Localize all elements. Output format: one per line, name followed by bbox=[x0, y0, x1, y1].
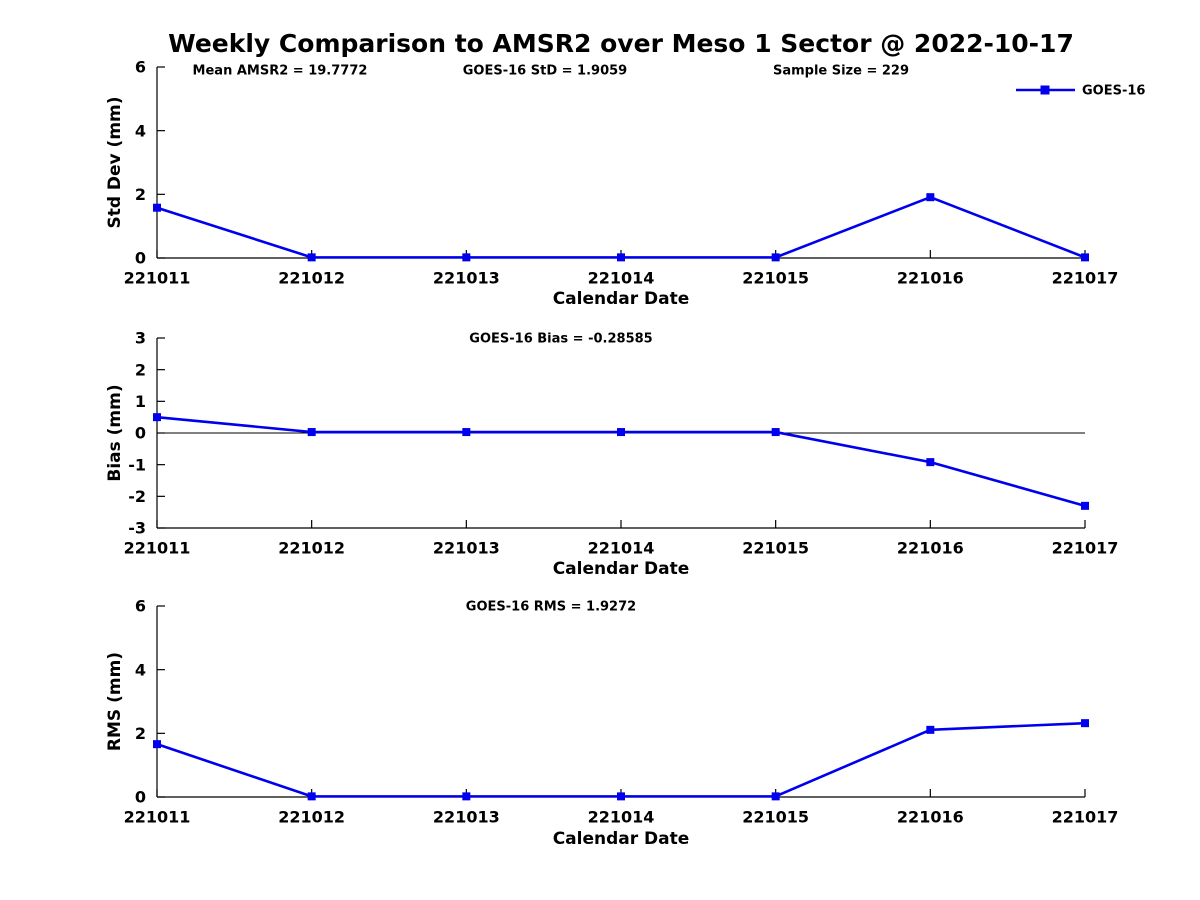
rms-marker-221017 bbox=[1081, 719, 1089, 728]
bias-marker-221012 bbox=[307, 428, 316, 437]
bias-y-tick-label: -2 bbox=[128, 487, 146, 506]
std-dev-x-axis-label: Calendar Date bbox=[553, 289, 690, 309]
rms-x-tick-label: 221012 bbox=[278, 808, 345, 827]
std-dev-x-tick-label: 221011 bbox=[124, 269, 191, 288]
bias-x-tick-label: 221015 bbox=[742, 539, 809, 558]
figure-title: Weekly Comparison to AMSR2 over Meso 1 S… bbox=[168, 29, 1074, 58]
std-dev-marker-221015 bbox=[771, 253, 780, 262]
bias-y-tick-label: 3 bbox=[135, 329, 146, 348]
rms-x-tick-label: 221013 bbox=[433, 808, 500, 827]
rms-x-tick-label: 221014 bbox=[588, 808, 655, 827]
bias-marker-221017 bbox=[1081, 501, 1089, 510]
rms-marker-221016 bbox=[926, 725, 935, 734]
rms-x-tick-label: 221016 bbox=[897, 808, 964, 827]
rms-y-tick-label: 0 bbox=[135, 788, 146, 807]
legend-square-icon bbox=[1040, 85, 1050, 95]
bias-y-axis-label: Bias (mm) bbox=[105, 384, 125, 481]
rms-annotation-0: GOES-16 RMS = 1.9272 bbox=[466, 600, 636, 615]
rms-y-axis-label: RMS (mm) bbox=[105, 652, 125, 751]
std-dev-marker-221012 bbox=[307, 253, 316, 262]
bias-x-tick-label: 221017 bbox=[1052, 539, 1119, 558]
rms-y-tick-label: 6 bbox=[135, 597, 146, 616]
std-dev-y-tick-label: 2 bbox=[135, 185, 146, 204]
rms-subplot: 0 2 4 6 221011 221012 221013 221014 221015 221016… bbox=[105, 597, 1118, 849]
std-dev-subplot: 0 2 4 6 221011 221012 221013 221014 221015 221016… bbox=[105, 58, 1145, 309]
std-dev-annotation-1: GOES-16 StD = 1.9059 bbox=[463, 64, 627, 79]
bias-x-tick-label: 221011 bbox=[124, 539, 191, 558]
rms-x-tick-label: 221011 bbox=[124, 808, 191, 827]
rms-marker-221011 bbox=[153, 740, 161, 749]
bias-x-tick-label: 221016 bbox=[897, 539, 964, 558]
bias-x-axis-label: Calendar Date bbox=[553, 559, 690, 579]
bias-x-tick-label: 221013 bbox=[433, 539, 500, 558]
bias-marker-221011 bbox=[153, 413, 161, 422]
std-dev-marker-221016 bbox=[926, 193, 935, 202]
bias-marker-221013 bbox=[462, 428, 471, 437]
bias-y-tick-label: -1 bbox=[128, 455, 146, 474]
std-dev-marker-221011 bbox=[153, 203, 161, 212]
rms-x-tick-label: 221015 bbox=[742, 808, 809, 827]
rms-x-axis-label: Calendar Date bbox=[553, 829, 690, 849]
rms-marker-221015 bbox=[771, 792, 780, 801]
std-dev-x-tick-label: 221015 bbox=[742, 269, 809, 288]
rms-series-line bbox=[156, 721, 1086, 798]
bias-marker-221016 bbox=[926, 458, 935, 467]
bias-y-tick-label: 2 bbox=[135, 360, 146, 379]
bias-annotation-0: GOES-16 Bias = -0.28585 bbox=[469, 332, 652, 347]
rms-marker-221012 bbox=[307, 792, 316, 801]
std-dev-x-tick-label: 221014 bbox=[588, 269, 655, 288]
rms-y-tick-label: 4 bbox=[135, 660, 146, 679]
legend-label: GOES-16 bbox=[1082, 84, 1145, 99]
bias-y-tick-label: 1 bbox=[135, 392, 146, 411]
std-dev-marker-221013 bbox=[462, 253, 471, 262]
rms-marker-221013 bbox=[462, 792, 471, 801]
std-dev-y-axis-label: Std Dev (mm) bbox=[105, 96, 125, 228]
std-dev-x-tick-label: 221013 bbox=[433, 269, 500, 288]
std-dev-y-tick-label: 0 bbox=[135, 249, 146, 268]
std-dev-x-tick-label: 221016 bbox=[897, 269, 964, 288]
bias-marker-221015 bbox=[771, 428, 780, 437]
legend: GOES-16 bbox=[1016, 84, 1145, 99]
std-dev-marker-221017 bbox=[1081, 253, 1089, 262]
rms-y-tick-label: 2 bbox=[135, 724, 146, 743]
rms-x-tick-label: 221017 bbox=[1052, 808, 1119, 827]
bias-y-tick-label: 0 bbox=[135, 424, 146, 443]
std-dev-x-tick-label: 221012 bbox=[278, 269, 345, 288]
std-dev-annotation-0: Mean AMSR2 = 19.7772 bbox=[193, 64, 368, 79]
std-dev-y-tick-label: 4 bbox=[135, 121, 146, 140]
std-dev-series-line bbox=[156, 195, 1086, 259]
bias-x-tick-label: 221012 bbox=[278, 539, 345, 558]
std-dev-annotation-2: Sample Size = 229 bbox=[773, 64, 909, 79]
std-dev-y-tick-label: 6 bbox=[135, 58, 146, 77]
rms-marker-221014 bbox=[617, 792, 625, 801]
bias-x-tick-label: 221014 bbox=[588, 539, 655, 558]
std-dev-marker-221014 bbox=[617, 253, 625, 262]
std-dev-x-tick-label: 221017 bbox=[1052, 269, 1119, 288]
bias-y-tick-label: -3 bbox=[128, 519, 146, 538]
bias-marker-221014 bbox=[617, 428, 625, 437]
